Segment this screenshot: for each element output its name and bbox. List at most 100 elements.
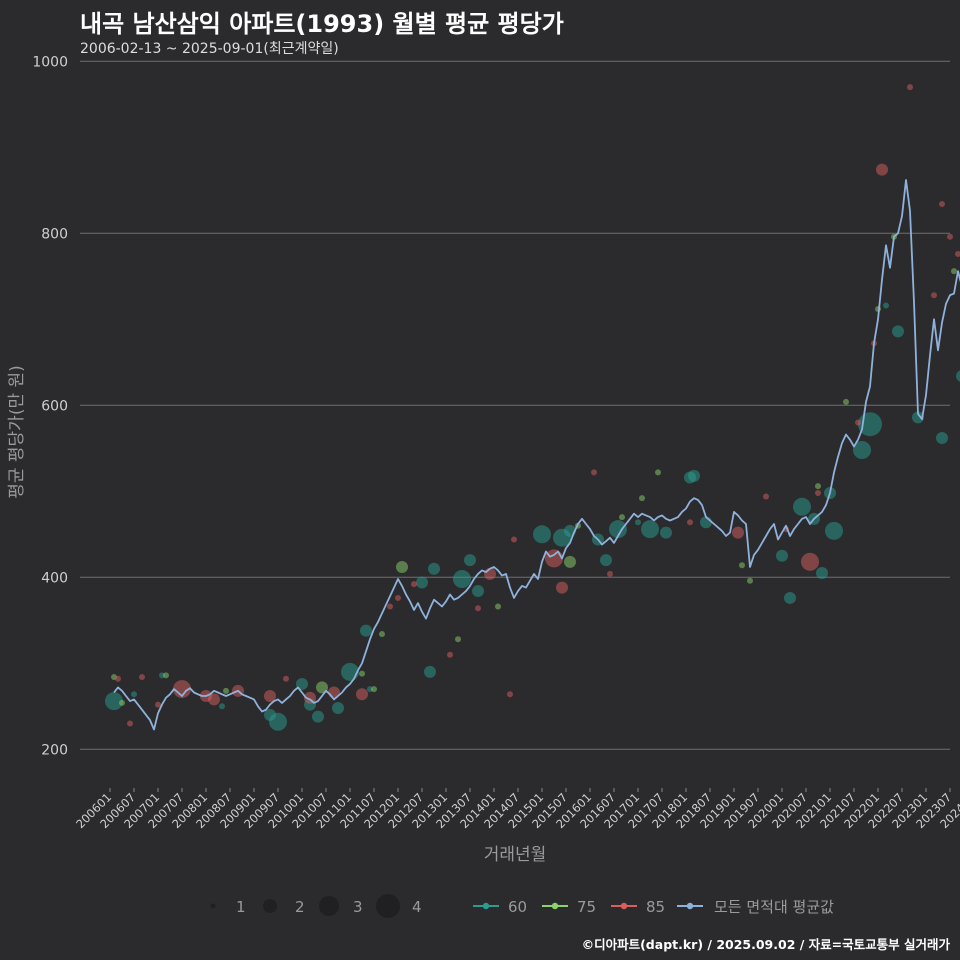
average-line-layer (113, 179, 960, 731)
scatter-point-85 (507, 691, 513, 698)
scatter-point-85 (264, 689, 276, 702)
y-tick-label: 600 (41, 398, 68, 414)
legend: 1 2 3 4 60 75 85 모든 면적대 평균값 (210, 894, 834, 918)
scatter-point-85 (511, 536, 517, 543)
scatter-point-85 (801, 552, 819, 571)
legend-point-key (551, 902, 559, 910)
scatter-point-85 (208, 693, 220, 706)
legend-size-key (263, 899, 277, 913)
scatter-point-85 (939, 201, 945, 208)
scatter-point-85 (947, 233, 953, 240)
scatter-point-85 (475, 605, 481, 612)
legend-size-label: 3 (353, 898, 363, 916)
scatter-point-75 (739, 562, 745, 569)
scatter-point-75 (379, 631, 385, 638)
y-tick-label: 1000 (32, 54, 68, 70)
scatter-point-60 (912, 411, 924, 424)
scatter-point-60 (816, 567, 828, 579)
legend-point-key (686, 902, 694, 910)
y-tick-label: 200 (41, 742, 68, 758)
x-axis-ticks: 2006012006072007012007072008012008072009… (73, 788, 960, 831)
scatter-point-60 (472, 585, 484, 598)
scatter-point-60 (936, 431, 948, 444)
scatter-point-60 (600, 554, 612, 567)
scatter-point-85 (283, 675, 289, 682)
scatter-point-85 (556, 581, 568, 594)
scatter-point-75 (564, 555, 576, 568)
scatter-point-75 (951, 268, 957, 275)
scatter-point-85 (139, 674, 145, 681)
scatter-point-75 (619, 514, 625, 521)
scatter-point-60 (793, 497, 811, 516)
scatter-point-85 (607, 570, 613, 577)
x-axis-label: 거래년월 (484, 845, 547, 865)
grid-lines (80, 60, 950, 750)
scatter-point-60 (219, 703, 225, 710)
chart-title: 내곡 남산삼익 아파트(1993) 월별 평균 평당가 (80, 10, 564, 38)
scatter-point-85 (763, 493, 769, 500)
scatter-point-60 (453, 570, 471, 589)
scatter-point-85 (395, 594, 401, 601)
scatter-point-75 (843, 398, 849, 405)
legend-size-label: 1 (236, 898, 246, 916)
scatter-point-60 (883, 302, 889, 309)
scatter-point-60 (416, 576, 428, 589)
legend-size-label: 4 (412, 898, 422, 916)
scatter-point-60 (332, 702, 344, 715)
scatter-point-75 (747, 577, 753, 584)
scatter-point-75 (359, 670, 365, 677)
scatter-point-60 (360, 624, 372, 637)
scatter-point-75 (495, 603, 501, 610)
scatter-point-60 (776, 549, 788, 562)
legend-series-label: 85 (646, 898, 665, 916)
legend-size-label: 2 (295, 898, 305, 916)
scatter-point-60 (641, 520, 659, 539)
scatter-point-85 (356, 688, 368, 701)
scatter-point-75 (223, 687, 229, 694)
legend-series-label: 모든 면적대 평균값 (714, 898, 834, 916)
scatter-point-85 (545, 549, 563, 568)
scatter-point-85 (115, 675, 121, 682)
legend-series-label: 60 (508, 898, 527, 916)
y-axis-label: 평균 평당가(만 원) (7, 365, 27, 499)
scatter-point-60 (853, 441, 871, 460)
scatter-point-60 (464, 554, 476, 567)
scatter-point-60 (428, 562, 440, 575)
scatter-point-75 (316, 681, 328, 694)
scatter-point-60 (956, 370, 960, 382)
scatter-point-60 (424, 665, 436, 678)
scatter-point-75 (639, 495, 645, 502)
scatter-point-85 (931, 292, 937, 299)
scatter-point-85 (687, 519, 693, 526)
scatter-point-85 (876, 163, 888, 176)
legend-size-key (319, 896, 339, 916)
scatter-point-60 (784, 591, 796, 604)
scatter-point-60 (312, 710, 324, 723)
legend-point-key (620, 902, 628, 910)
y-axis-ticks: 200 400 600 800 1000 (32, 54, 68, 758)
scatter-point-60 (131, 691, 137, 698)
scatter-point-60 (635, 519, 641, 526)
scatter-point-60 (660, 526, 672, 539)
scatter-point-60 (105, 692, 123, 711)
y-tick-label: 800 (41, 226, 68, 242)
scatter-point-85 (591, 469, 597, 476)
scatter-point-85 (815, 490, 821, 497)
scatter-point-85 (955, 250, 960, 257)
scatter-point-85 (173, 680, 191, 699)
scatter-point-60 (892, 325, 904, 338)
scatter-point-85 (127, 720, 133, 727)
scatter-point-60 (609, 520, 627, 539)
scatter-point-75 (119, 699, 125, 706)
scatter-point-85 (411, 581, 417, 588)
y-tick-label: 400 (41, 570, 68, 586)
scatter-layer (105, 84, 960, 731)
scatter-point-60 (533, 525, 551, 544)
scatter-point-60 (688, 469, 700, 482)
scatter-point-75 (371, 686, 377, 693)
scatter-point-60 (269, 712, 287, 731)
legend-size-key (210, 903, 216, 909)
legend-point-key (482, 902, 490, 910)
scatter-point-85 (447, 651, 453, 658)
